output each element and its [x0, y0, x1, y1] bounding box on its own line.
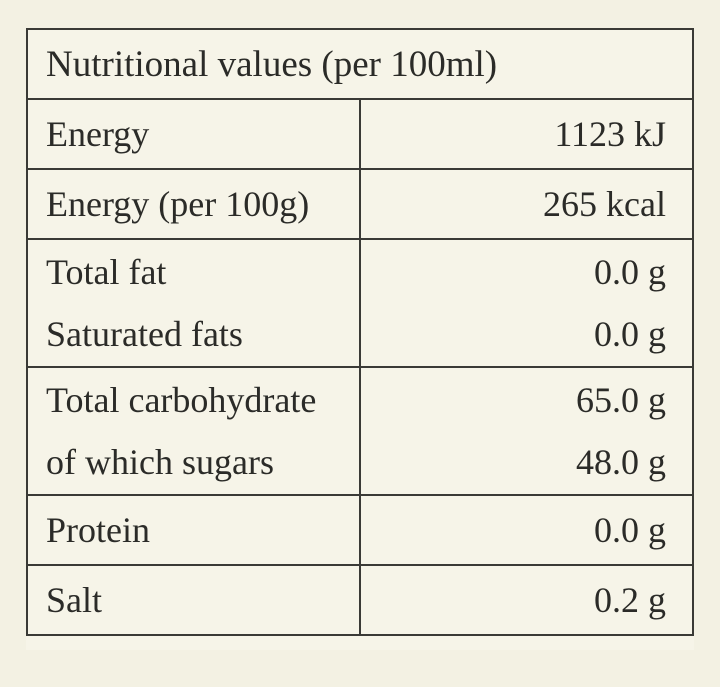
nutrient-value: 0.0 g: [594, 314, 666, 354]
nutrient-name: Protein: [46, 510, 150, 550]
nutrient-value-cell: 265 kcal: [359, 168, 694, 240]
nutrient-name: Salt: [46, 580, 103, 620]
nutrient-value-cell: 65.0 g 48.0 g: [359, 366, 694, 496]
nutrient-name-cell: Protein: [26, 494, 361, 566]
nutrient-name: Total fat: [46, 252, 167, 292]
nutrient-name: of which sugars: [46, 442, 274, 482]
nutrient-name: Energy: [46, 114, 150, 154]
nutrient-name-cell: Total carbohydrate of which sugars: [26, 366, 361, 496]
nutrient-name-cell: Total fat Saturated fats: [26, 238, 361, 368]
nutrient-value: 0.0 g: [594, 510, 666, 550]
nutrient-value: 0.2 g: [594, 580, 666, 620]
nutrient-name-cell: Energy (per 100g): [26, 168, 361, 240]
nutrient-value: 65.0 g: [576, 380, 666, 420]
nutrient-value: 1123 kJ: [554, 114, 666, 154]
nutrient-value: 48.0 g: [576, 442, 666, 482]
nutrient-value-cell: 0.2 g: [359, 564, 694, 636]
nutrient-row: Total carbohydrate of which sugars 65.0 g 4…: [26, 366, 694, 496]
nutrient-name: Energy (per 100g): [46, 184, 310, 224]
table-title: Nutritional values (per 100ml): [26, 28, 694, 100]
nutrient-value-cell: 0.0 g 0.0 g: [359, 238, 694, 368]
nutrient-value-cell: 0.0 g: [359, 494, 694, 566]
nutrient-row: Salt 0.2 g: [26, 564, 694, 636]
nutrient-name-cell: Salt: [26, 564, 361, 636]
nutrient-row: Energy 1123 kJ: [26, 98, 694, 170]
nutrient-value: 0.0 g: [594, 252, 666, 292]
nutrient-name-cell: Energy: [26, 98, 361, 170]
nutrient-row: Total fat Saturated fats 0.0 g 0.0 g: [26, 238, 694, 368]
nutrition-label: Nutritional values (per 100ml) Energy 112…: [26, 28, 694, 650]
nutrition-table: Nutritional values (per 100ml) Energy 112…: [26, 28, 694, 636]
nutrient-row: Energy (per 100g) 265 kcal: [26, 168, 694, 240]
nutrient-row: Protein 0.0 g: [26, 494, 694, 566]
nutrient-value: 265 kcal: [543, 184, 666, 224]
header-row: Nutritional values (per 100ml): [26, 28, 694, 100]
nutrient-value-cell: 1123 kJ: [359, 98, 694, 170]
nutrient-name: Total carbohydrate: [46, 380, 317, 420]
nutrient-name: Saturated fats: [46, 314, 243, 354]
